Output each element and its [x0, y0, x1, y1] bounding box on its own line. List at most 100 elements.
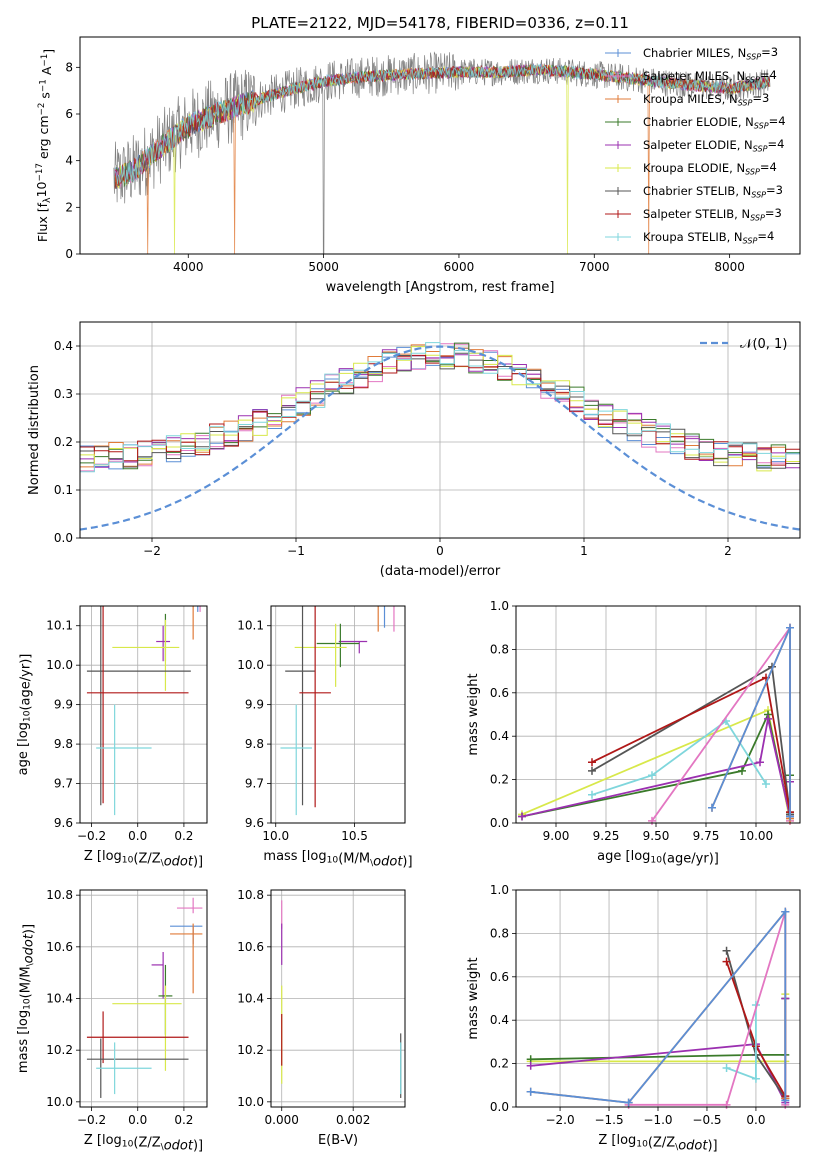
y-tick-label: 0.2	[490, 773, 509, 787]
x-tick-label: 0.002	[336, 1113, 370, 1127]
x-tick-label: −0.5	[692, 1113, 721, 1127]
weight-vs-age-panel: 9.00 9.25 9.50 9.75 10.00 0.0 0.2 0.4 0.6 0.8 1.0 a…	[466, 599, 801, 867]
x-tick-label: 9.25	[593, 829, 620, 843]
y-tick-label: 9.7	[245, 777, 264, 791]
weight-marker	[588, 766, 596, 775]
x-tick-label: 9.75	[693, 829, 720, 843]
y-tick-label: 10.8	[237, 888, 264, 902]
legend-label: Chabrier ELODIE, NSSP=4	[643, 114, 786, 130]
axes-frame	[79, 321, 801, 539]
x-axis-label: age [log10(age/yr)]	[597, 849, 719, 867]
errorbar-point	[96, 1042, 152, 1095]
errorbar-point	[393, 606, 395, 632]
y-tick-label: 10.8	[46, 888, 73, 902]
y-tick-label: 9.9	[245, 698, 264, 712]
legend-entry: Kroupa MILES, NSSP=3	[605, 91, 769, 107]
x-tick-label: −2	[143, 544, 161, 558]
legend-label: Salpeter ELODIE, NSSP=4	[643, 137, 784, 153]
y-tick-label: 10.0	[237, 658, 264, 672]
y-tick-label: 10.1	[237, 619, 264, 633]
axes-frame	[515, 889, 801, 1108]
x-tick-label: 2	[724, 544, 732, 558]
y-tick-label: 10.6	[237, 940, 264, 954]
mass-vs-Z-panel: −0.2 0.0 0.2 10.0 10.2 10.4 10.6 10.8 Z [log10(Z…	[16, 888, 208, 1153]
axes-frame	[270, 889, 406, 1108]
axes-frame	[79, 889, 208, 1108]
x-axis-label: wavelength [Angstrom, rest frame]	[326, 280, 555, 295]
age-vs-mass-panel: 10.0 10.5 9.6 9.7 9.8 9.9 10.0 10.1 mass [log10(…	[237, 605, 413, 869]
spectrum-panel: 4000 5000 6000 7000 8000 0 2 4 6 8 wavelength [Ang…	[34, 36, 801, 295]
weight-marker	[526, 1061, 535, 1070]
weight-line	[591, 719, 767, 796]
y-tick-label: 6	[65, 107, 73, 121]
x-tick-label: 1	[580, 544, 588, 558]
x-tick-label: 9.50	[643, 829, 670, 843]
legend-entry: Salpeter STELIB, NSSP=3	[605, 206, 782, 222]
legend-label: Chabrier STELIB, NSSP=3	[643, 183, 783, 199]
weight-marker	[786, 812, 794, 821]
x-tick-label: 5000	[308, 260, 339, 274]
panels: 4000 5000 6000 7000 8000 0 2 4 6 8 wavelength [Ang…	[16, 36, 801, 1153]
weight-marker	[786, 623, 794, 632]
legend-label: Salpeter MILES, NSSP=4	[643, 68, 777, 84]
y-tick-label: 0.4	[490, 729, 509, 743]
legend-entry: Kroupa STELIB, NSSP=4	[605, 229, 774, 245]
weight-marker	[738, 766, 746, 775]
errorbar-point	[285, 606, 316, 806]
x-tick-label: 0.2	[174, 829, 193, 843]
y-tick-label: 9.9	[54, 698, 73, 712]
x-tick-label: 0.0	[746, 1113, 765, 1127]
y-axis-label: mass weight	[466, 673, 481, 755]
errorbar-point	[86, 606, 191, 806]
y-tick-label: 2	[65, 200, 73, 214]
x-tick-label: 9.00	[543, 829, 570, 843]
x-tick-label: −2.0	[545, 1113, 574, 1127]
x-tick-label: −0.2	[77, 829, 106, 843]
y-tick-label: 9.6	[245, 816, 264, 830]
errorbar-point	[299, 606, 331, 808]
y-tick-label: 0.2	[54, 435, 73, 449]
errorbar-point	[112, 985, 182, 1071]
y-tick-label: 0.1	[54, 483, 73, 497]
legend-label: Salpeter STELIB, NSSP=3	[643, 206, 782, 222]
y-tick-label: 9.8	[54, 737, 73, 751]
legend-entry: 𝒩(0, 1)	[700, 337, 787, 352]
y-tick-label: 10.0	[46, 658, 73, 672]
errorbar-point	[170, 925, 203, 945]
x-tick-label: −0.2	[77, 1113, 106, 1127]
y-tick-label: 10.2	[46, 1043, 73, 1057]
errorbar-point	[192, 606, 194, 640]
weight-vs-Z-panel: −2.0 −1.5 −1.0 −0.5 0.0 0.0 0.2 0.4 0.6 0.8 1.0 Z […	[466, 883, 801, 1153]
x-axis-label: Z [log10(Z/Z\odot)]	[84, 849, 203, 869]
x-axis-label: E(B-V)	[318, 1133, 358, 1148]
axes-frame	[79, 36, 801, 255]
figure-title: PLATE=2122, MJD=54178, FIBERID=0336, z=0…	[251, 14, 629, 32]
x-axis-label: Z [log10(Z/Z\odot)]	[84, 1133, 203, 1153]
weight-marker	[751, 1074, 760, 1083]
legend-entry: Chabrier ELODIE, NSSP=4	[605, 114, 786, 130]
legend-label: Chabrier MILES, NSSP=3	[643, 45, 778, 61]
y-tick-label: 1.0	[490, 883, 509, 897]
y-axis-label: Flux [fλ10−17 erg cm−2 s−1 A−1]	[34, 49, 56, 242]
legend-entry: Kroupa ELODIE, NSSP=4	[605, 160, 777, 176]
weight-marker	[708, 803, 716, 812]
y-tick-label: 9.7	[54, 777, 73, 791]
errorbar-point	[96, 704, 152, 816]
weight-marker	[526, 1087, 535, 1096]
y-tick-label: 0.2	[490, 1057, 509, 1071]
gaussian-reference-line	[79, 345, 801, 531]
weight-marker	[588, 758, 596, 767]
errorbar-point	[316, 623, 360, 668]
weight-marker	[648, 771, 656, 780]
errorbar-point	[294, 623, 347, 687]
x-tick-label: 7000	[579, 260, 610, 274]
x-tick-label: 0.000	[265, 1113, 299, 1127]
weight-marker	[756, 758, 764, 767]
y-tick-label: 0.0	[490, 816, 509, 830]
y-tick-label: 10.4	[46, 992, 73, 1006]
age-vs-Z-panel: −0.2 0.0 0.2 9.6 9.7 9.8 9.9 10.0 10.1 Z [log10(Z…	[16, 605, 208, 869]
x-axis-label: Z [log10(Z/Z\odot)]	[598, 1133, 717, 1153]
errorbar-point	[176, 897, 203, 914]
errorbar-point	[112, 619, 180, 691]
weight-marker	[722, 1100, 731, 1109]
